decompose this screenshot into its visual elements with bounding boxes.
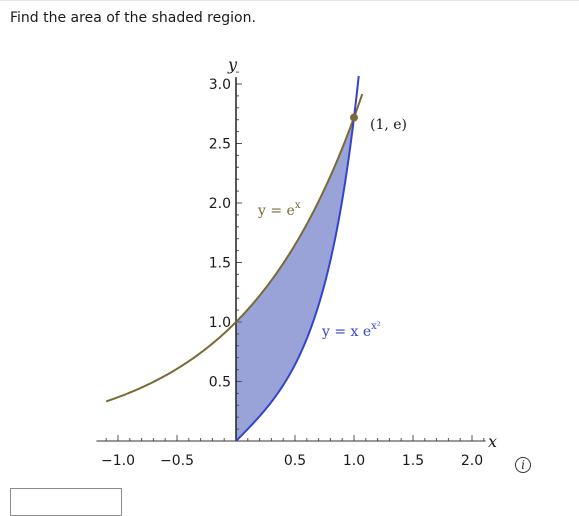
x-tick-label: 0.5 xyxy=(284,453,306,469)
x-axis-label: x xyxy=(488,432,497,451)
shaded-region xyxy=(236,117,354,442)
x-axis-ticks: −1.0 −0.5 0.5 1.0 1.5 2.0 xyxy=(101,435,485,469)
x-tick-label: −1.0 xyxy=(101,453,135,469)
curve1-label-base: y = e xyxy=(257,203,295,219)
curve-y-equals-e-to-x xyxy=(105,93,364,403)
x-tick-label: 1.5 xyxy=(402,453,424,469)
y-tick-label: 0.5 xyxy=(209,375,231,391)
y-tick-label: 1.0 xyxy=(209,315,231,331)
y-tick-label: 2.5 xyxy=(209,137,231,153)
y-axis-ticks: 0.5 1.0 1.5 2.0 2.5 3.0 xyxy=(209,71,242,430)
x-tick-label: −0.5 xyxy=(160,453,194,469)
curve2-label-base: y = x e xyxy=(321,324,371,340)
curve1-label: y = ex xyxy=(257,200,301,219)
intersection-label: (1, e) xyxy=(370,117,407,133)
info-icon[interactable]: i xyxy=(515,457,531,473)
top-divider xyxy=(0,0,579,1)
y-tick-label: 3.0 xyxy=(209,77,231,93)
curve1-label-exponent: x xyxy=(295,200,301,211)
intersection-point xyxy=(350,113,358,122)
question-text: Find the area of the shaded region. xyxy=(10,10,256,26)
y-tick-label: 1.5 xyxy=(209,256,231,272)
curve-y-equals-x-e-to-x-squared xyxy=(235,75,360,442)
y-tick-label: 2.0 xyxy=(209,196,231,212)
x-tick-label: 1.0 xyxy=(343,453,365,469)
answer-input[interactable] xyxy=(10,488,122,516)
x-tick-label: 2.0 xyxy=(461,453,483,469)
y-axis-label: y xyxy=(227,55,238,74)
curve2-label-exponent: x² xyxy=(371,321,381,332)
curve2-label: y = x ex² xyxy=(321,321,381,340)
